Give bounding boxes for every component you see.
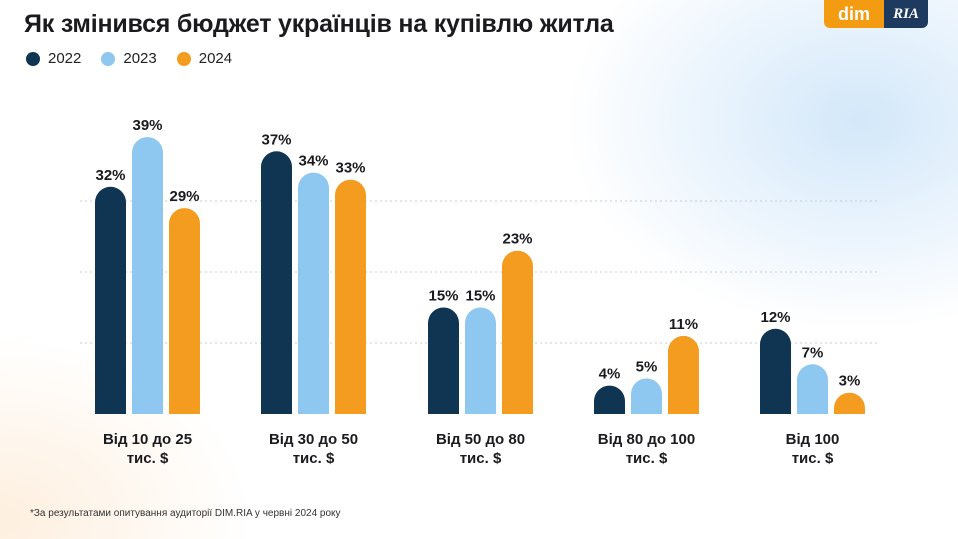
legend-swatch-2022 [26,51,40,66]
bar-2022-2 [261,151,292,415]
legend-label-2023: 2023 [123,50,157,67]
category-label-4-line-1: Від 80 до 100 [598,431,695,448]
category-label-1-line-2: тис. $ [127,450,169,467]
logo-ria-text: RIA [884,0,928,28]
bar-2022-1 [95,186,126,414]
data-label-2024-3: 23% [502,231,532,248]
data-label-2022-5: 12% [760,309,790,326]
data-label-2024-5: 3% [839,373,861,390]
data-label-2023-3: 15% [465,288,495,305]
category-label-3-line-2: тис. $ [460,450,502,467]
bar-2023-1 [132,137,163,414]
data-label-2024-1: 29% [169,188,199,205]
category-label-1-line-1: Від 10 до 25 [103,431,192,448]
legend-label-2022: 2022 [48,50,82,67]
category-label-5-line-2: тис. $ [792,450,834,467]
bar-2023-3 [465,307,496,414]
bar-2024-5 [834,392,865,414]
category-label-2-line-1: Від 30 до 50 [269,431,358,448]
dimria-logo: dim RIA [824,0,928,28]
data-label-2023-5: 7% [802,344,824,361]
bar-2023-4 [631,378,662,414]
bar-2024-2 [335,179,366,414]
data-label-2022-4: 4% [599,366,621,383]
data-label-2024-2: 33% [335,160,365,177]
data-label-2023-2: 34% [298,153,328,170]
category-label-3-line-1: Від 50 до 80 [436,431,525,448]
bar-2023-2 [298,172,329,414]
data-label-2022-2: 37% [261,131,291,148]
legend: 2022 2023 2024 [26,50,232,67]
chart-title: Як змінився бюджет українців на купівлю … [24,10,614,38]
data-label-2022-3: 15% [428,288,458,305]
bar-2024-1 [169,208,200,414]
bar-2022-4 [594,385,625,414]
bar-2022-3 [428,307,459,414]
bar-2023-5 [797,364,828,414]
category-label-4-line-2: тис. $ [626,450,668,467]
category-label-5-line-1: Від 100 [786,431,840,448]
footnote: *За результатами опитування аудиторії DI… [30,508,341,519]
category-label-2-line-2: тис. $ [293,450,335,467]
bar-2024-3 [502,250,533,414]
legend-item-2022: 2022 [26,50,81,67]
legend-item-2023: 2023 [101,50,157,67]
data-label-2023-1: 39% [132,117,162,134]
legend-item-2024: 2024 [176,50,233,67]
bar-2022-5 [760,328,791,414]
legend-swatch-2023 [101,51,116,66]
legend-label-2024: 2024 [198,50,233,67]
bar-2024-4 [668,335,699,414]
logo-dim-text: dim [824,0,884,28]
legend-swatch-2024 [176,51,191,66]
data-label-2024-4: 11% [669,316,698,333]
data-label-2022-1: 32% [95,167,125,184]
data-label-2023-4: 5% [636,359,658,376]
